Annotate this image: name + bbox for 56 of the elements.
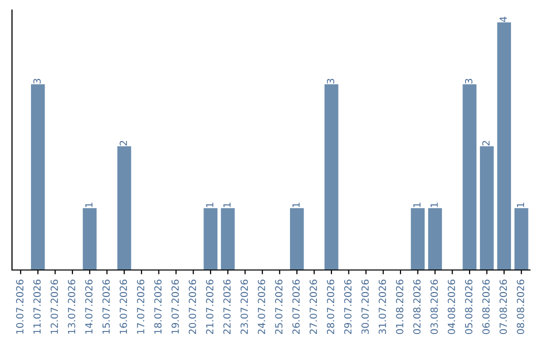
x-tick-label: 31.07.2026 <box>378 280 386 334</box>
x-tick-label: 15.07.2026 <box>102 280 110 334</box>
x-tick-label: 07.08.2026 <box>500 280 507 334</box>
x-tick-label: 22.07.2026 <box>223 280 231 334</box>
bar <box>30 84 45 270</box>
bar <box>290 208 304 270</box>
bar <box>117 146 132 270</box>
x-tick-label: 24.07.2026 <box>258 280 266 334</box>
x-tick-label: 19.07.2026 <box>172 280 179 334</box>
x-tick-label: 16.07.2026 <box>120 280 128 334</box>
data-label: 1 <box>516 202 524 208</box>
data-label: 1 <box>206 202 214 208</box>
x-tick-label: 26.07.2026 <box>292 280 300 334</box>
x-tick-label: 20.07.2026 <box>188 280 196 334</box>
bar <box>428 208 442 270</box>
bar <box>204 208 218 270</box>
data-label: 2 <box>120 140 127 146</box>
x-tick-label: 01.08.2026 <box>396 280 404 334</box>
data-label: 4 <box>500 16 507 22</box>
x-tick-label: 11.07.2026 <box>33 280 41 334</box>
x-tick-label: 12.07.2026 <box>50 280 58 334</box>
bar <box>514 208 528 270</box>
bar <box>497 22 512 270</box>
x-tick-label: 23.07.2026 <box>240 280 248 334</box>
x-tick-label: 08.08.2026 <box>516 280 524 334</box>
x-tick-label: 25.07.2026 <box>275 280 282 334</box>
data-label: 3 <box>326 78 334 84</box>
x-tick-label: 13.07.2026 <box>68 280 76 334</box>
bar <box>410 208 425 270</box>
data-label: 1 <box>413 202 420 208</box>
bar <box>462 84 476 270</box>
x-tick-label: 18.07.2026 <box>154 280 162 334</box>
x-tick-label: 14.07.2026 <box>85 280 93 334</box>
x-tick-label: 04.08.2026 <box>448 280 456 334</box>
data-label: 1 <box>223 202 231 208</box>
x-tick-label: 06.08.2026 <box>482 280 490 334</box>
data-label: 1 <box>430 202 438 208</box>
x-tick-label: 03.08.2026 <box>430 280 438 334</box>
x-tick-label: 28.07.2026 <box>326 280 334 334</box>
x-tick-label: 27.07.2026 <box>310 280 317 334</box>
x-tick-label: 21.07.2026 <box>206 280 214 334</box>
bar <box>220 208 235 270</box>
x-tick-label: 05.08.2026 <box>465 280 472 334</box>
data-label: 3 <box>33 78 41 84</box>
x-tick-label: 17.07.2026 <box>136 280 144 334</box>
bar <box>324 84 338 270</box>
data-label: 3 <box>465 78 472 84</box>
data-label: 2 <box>482 140 490 146</box>
bar <box>480 146 494 270</box>
data-label: 1 <box>292 202 300 208</box>
bar <box>82 208 97 270</box>
x-tick-label: 30.07.2026 <box>361 280 369 334</box>
x-tick-label: 10.07.2026 <box>16 280 24 334</box>
x-tick-label: 29.07.2026 <box>344 280 352 334</box>
data-label: 1 <box>85 202 92 208</box>
x-tick-label: 02.08.2026 <box>413 280 421 334</box>
